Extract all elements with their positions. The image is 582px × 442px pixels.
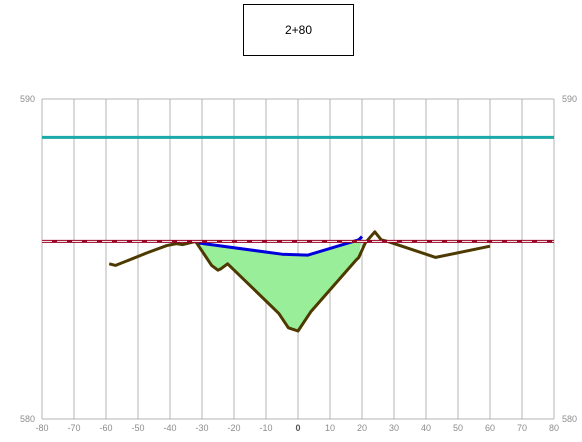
x-tick-label: -80 xyxy=(35,423,48,433)
x-tick-label: 40 xyxy=(421,423,431,433)
x-tick-label: -40 xyxy=(163,423,176,433)
x-tick-label: -10 xyxy=(259,423,272,433)
station-label-box: 2+80 xyxy=(243,4,354,56)
x-tick-label: 60 xyxy=(485,423,495,433)
x-tick-label: 70 xyxy=(517,423,527,433)
line-layer xyxy=(42,135,554,333)
section-line xyxy=(198,235,364,257)
y-tick-label-left-top: 590 xyxy=(20,94,35,104)
station-label: 2+80 xyxy=(284,23,313,37)
y-tick-label-left-bottom: 580 xyxy=(20,414,35,424)
x-tick-label: -30 xyxy=(195,423,208,433)
x-tick-label: 50 xyxy=(453,423,463,433)
x-tick-label: 30 xyxy=(389,423,399,433)
x-tick-label: 0 xyxy=(295,423,300,433)
x-tick-label: -50 xyxy=(131,423,144,433)
x-tick-label: -20 xyxy=(227,423,240,433)
x-tick-label: -60 xyxy=(99,423,112,433)
y-tick-label-right-top: 590 xyxy=(562,94,577,104)
excavation-fill-area xyxy=(198,236,362,331)
y-tick-label-right-bottom: 580 xyxy=(562,414,577,424)
fill-layer xyxy=(198,236,362,331)
x-tick-label: 10 xyxy=(325,423,335,433)
tick-layer: -80 -70 -60 -50 -40 -30 -20 -10 0 10 20 30 40 50 60 70 8… xyxy=(20,94,577,433)
ground-line xyxy=(108,230,491,333)
x-tick-label: 80 xyxy=(549,423,559,433)
x-tick-label: -70 xyxy=(67,423,80,433)
x-tick-label: 20 xyxy=(357,423,367,433)
